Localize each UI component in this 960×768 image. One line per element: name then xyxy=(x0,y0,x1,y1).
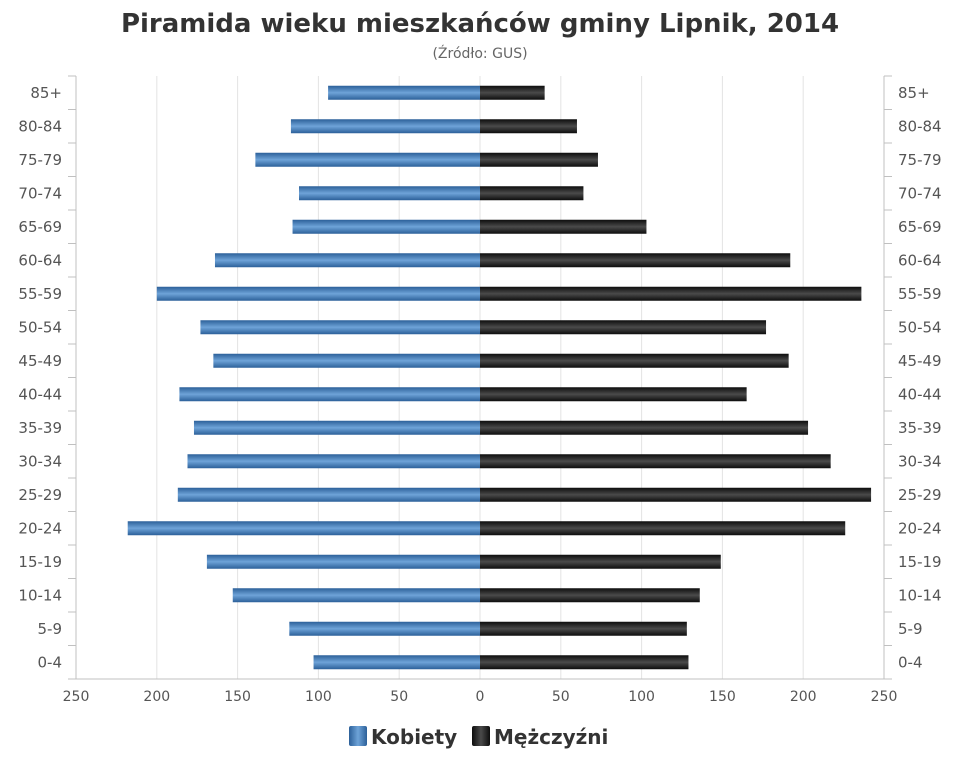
bar-kobiety xyxy=(213,353,481,368)
legend-label-mezczyzni: Mężczyźni xyxy=(494,725,608,749)
category-label-right: 60-64 xyxy=(898,251,942,269)
x-tick-label: 150 xyxy=(224,689,251,705)
bar-mezczyzni xyxy=(480,219,647,234)
category-label-left: 45-49 xyxy=(18,352,62,370)
legend: Kobiety Mężczyźni xyxy=(349,725,608,749)
category-label-left: 10-14 xyxy=(18,586,62,604)
bar-kobiety xyxy=(299,186,480,201)
category-label-left: 35-39 xyxy=(18,419,62,437)
category-label-right: 35-39 xyxy=(898,419,942,437)
bars xyxy=(127,85,872,670)
axes xyxy=(68,75,892,680)
x-tick-labels: 250 200 150 100 50 0 50 100 150 200 250 xyxy=(63,689,898,705)
category-label-right: 50-54 xyxy=(898,318,942,336)
bar-kobiety xyxy=(179,387,480,402)
bar-mezczyzni xyxy=(480,320,767,335)
category-label-right: 30-34 xyxy=(898,452,942,470)
x-tick-label: 200 xyxy=(143,689,170,705)
bar-mezczyzni xyxy=(480,487,872,502)
bar-kobiety xyxy=(206,554,480,569)
bar-kobiety xyxy=(177,487,481,502)
bar-mezczyzni xyxy=(480,655,689,670)
category-label-left: 80-84 xyxy=(18,117,62,135)
bar-mezczyzni xyxy=(480,286,862,301)
category-label-right: 55-59 xyxy=(898,285,942,303)
legend-label-kobiety: Kobiety xyxy=(371,725,457,749)
bar-kobiety xyxy=(187,454,480,469)
bar-mezczyzni xyxy=(480,119,577,134)
bar-kobiety xyxy=(292,219,480,234)
bar-kobiety xyxy=(214,253,480,268)
bar-mezczyzni xyxy=(480,152,598,167)
bar-kobiety xyxy=(313,655,480,670)
category-label-left: 60-64 xyxy=(18,251,62,269)
x-tick-label: 250 xyxy=(63,689,90,705)
bar-kobiety xyxy=(289,621,480,636)
category-label-left: 5-9 xyxy=(38,620,63,638)
category-label-left: 85+ xyxy=(30,84,62,102)
category-label-right: 25-29 xyxy=(898,486,942,504)
bar-kobiety xyxy=(193,420,480,435)
bar-mezczyzni xyxy=(480,387,747,402)
category-label-right: 85+ xyxy=(898,84,930,102)
bar-kobiety xyxy=(200,320,480,335)
category-label-left: 25-29 xyxy=(18,486,62,504)
bar-mezczyzni xyxy=(480,621,687,636)
category-label-left: 50-54 xyxy=(18,318,62,336)
bar-mezczyzni xyxy=(480,521,846,536)
x-tick-label: 0 xyxy=(476,689,485,705)
category-label-right: 45-49 xyxy=(898,352,942,370)
category-label-right: 15-19 xyxy=(898,553,942,571)
category-label-right: 70-74 xyxy=(898,184,942,202)
category-label-left: 0-4 xyxy=(38,653,63,671)
category-label-right: 75-79 xyxy=(898,151,942,169)
bar-mezczyzni xyxy=(480,253,791,268)
x-tick-label: 150 xyxy=(709,689,736,705)
bar-mezczyzni xyxy=(480,186,584,201)
bar-mezczyzni xyxy=(480,554,721,569)
x-tick-label: 50 xyxy=(390,689,408,705)
bar-mezczyzni xyxy=(480,454,831,469)
category-label-left: 70-74 xyxy=(18,184,62,202)
category-label-right: 0-4 xyxy=(898,653,923,671)
bar-mezczyzni xyxy=(480,588,700,603)
bar-mezczyzni xyxy=(480,85,545,100)
category-label-left: 20-24 xyxy=(18,519,62,537)
category-labels: 85+ 85+ 80-84 80-84 75-79 75-79 70-74 70-74 65-6… xyxy=(18,84,941,672)
category-label-right: 80-84 xyxy=(898,117,942,135)
category-label-right: 40-44 xyxy=(898,385,942,403)
x-tick-label: 250 xyxy=(871,689,898,705)
bar-kobiety xyxy=(255,152,480,167)
bar-mezczyzni xyxy=(480,420,809,435)
category-label-right: 20-24 xyxy=(898,519,942,537)
x-tick-label: 100 xyxy=(305,689,332,705)
category-label-left: 55-59 xyxy=(18,285,62,303)
bar-kobiety xyxy=(290,119,480,134)
bar-kobiety xyxy=(328,85,480,100)
bar-kobiety xyxy=(127,521,480,536)
category-label-left: 30-34 xyxy=(18,452,62,470)
bar-kobiety xyxy=(232,588,480,603)
chart-subtitle: (Źródło: GUS) xyxy=(432,44,527,62)
category-label-left: 65-69 xyxy=(18,218,62,236)
category-label-right: 10-14 xyxy=(898,586,942,604)
legend-swatch-mezczyzni xyxy=(472,726,490,746)
bar-kobiety xyxy=(156,286,481,301)
x-tick-label: 50 xyxy=(552,689,570,705)
category-label-left: 15-19 xyxy=(18,553,62,571)
legend-swatch-kobiety xyxy=(349,726,367,746)
category-label-right: 65-69 xyxy=(898,218,942,236)
bar-mezczyzni xyxy=(480,353,789,368)
category-label-right: 5-9 xyxy=(898,620,923,638)
category-label-left: 75-79 xyxy=(18,151,62,169)
x-tick-label: 100 xyxy=(628,689,655,705)
chart-title: Piramida wieku mieszkańców gminy Lipnik,… xyxy=(121,9,839,39)
category-label-left: 40-44 xyxy=(18,385,62,403)
x-tick-label: 200 xyxy=(790,689,817,705)
